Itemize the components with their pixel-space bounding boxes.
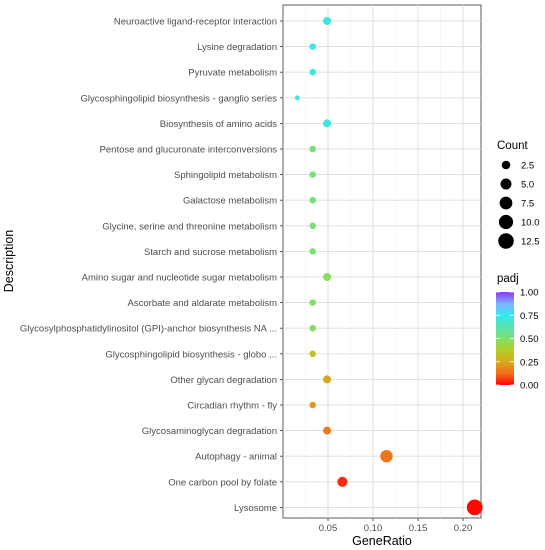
data-point (323, 426, 332, 435)
data-point (309, 43, 316, 50)
y-tick-label: One carbon pool by folate (168, 477, 277, 488)
size-legend-label: 2.5 (521, 161, 534, 172)
grid (283, 5, 481, 518)
colorbar-label: 0.00 (520, 381, 539, 392)
x-tick-label: 0.05 (319, 523, 338, 534)
y-tick-label: Lysosome (234, 503, 277, 514)
x-tick-label: 0.20 (454, 523, 473, 534)
data-point (309, 196, 316, 204)
colorbar-label: 0.25 (520, 357, 539, 368)
data-point (323, 272, 332, 282)
size-legend-key (500, 178, 512, 190)
y-tick-label: Glycine, serine and threonine metabolism (102, 221, 277, 232)
data-point (294, 95, 300, 101)
data-point (323, 375, 332, 384)
color-legend-title: padj (497, 273, 519, 285)
data-point (309, 222, 316, 230)
panel-background (282, 4, 482, 519)
size-legend-key (498, 214, 514, 230)
colorbar-label: 0.50 (520, 334, 539, 345)
x-tick-label: 0.10 (364, 523, 383, 534)
axis-ticks: 0.05 0.10 0.15 0.20 Neuroactive ligand-recep… (20, 17, 472, 535)
data-point (309, 68, 316, 76)
y-tick-label: Starch and sucrose metabolism (144, 247, 277, 258)
data-point (337, 476, 348, 487)
y-tick-label: Circadian rhythm - fly (187, 401, 277, 412)
size-legend-key (501, 160, 511, 170)
points (294, 16, 483, 516)
data-point (309, 171, 316, 178)
size-legend-label: 10.0 (521, 218, 540, 229)
y-tick-label: Neuroactive ligand-receptor interaction (114, 17, 277, 28)
y-axis-title: Description (2, 230, 16, 293)
data-point (309, 299, 316, 306)
y-tick-label: Glycosylphosphatidylinositol (GPI)-ancho… (20, 324, 277, 335)
y-tick-label: Autophagy - animal (195, 452, 277, 463)
colorbar-label: 0.75 (520, 311, 539, 322)
y-tick-label: Biosynthesis of amino acids (160, 119, 277, 130)
y-tick-label: Sphingolipid metabolism (174, 170, 277, 181)
data-point (309, 145, 316, 153)
data-point (323, 16, 332, 26)
y-tick-label: Lysine degradation (197, 42, 277, 53)
y-tick-label: Pentose and glucuronate interconversions (100, 145, 278, 156)
y-tick-label: Glycosphingolipid biosynthesis - globo .… (105, 349, 277, 360)
size-legend-title: Count (497, 140, 528, 152)
y-tick-label: Other glycan degradation (170, 375, 277, 386)
y-tick-label: Amino sugar and nucleotide sugar metabol… (82, 273, 277, 284)
y-tick-label: Pyruvate metabolism (188, 68, 277, 79)
y-tick-label: Glycosaminoglycan degradation (142, 426, 277, 437)
data-point (309, 350, 316, 358)
size-legend-label: 7.5 (521, 199, 534, 210)
size-legend-key (499, 196, 513, 210)
data-point (466, 499, 483, 516)
data-point (309, 248, 316, 255)
colorbar-label: 1.00 (520, 288, 539, 299)
size-legend-label: 5.0 (521, 180, 534, 191)
data-point (380, 450, 393, 463)
data-point (309, 401, 316, 409)
data-point (309, 324, 316, 332)
x-tick-label: 0.15 (409, 523, 428, 534)
colorbar (496, 292, 514, 385)
y-tick-label: Glycosphingolipid biosynthesis - ganglio… (81, 93, 278, 104)
y-tick-label: Galactose metabolism (183, 196, 277, 207)
size-legend-key (498, 233, 514, 249)
data-point (323, 119, 332, 128)
x-axis-title: GeneRatio (352, 534, 412, 548)
legend: Count padj 2.5 5.0 7.5 10.0 12.5 1.00 0.75 0.50… (496, 140, 540, 392)
size-legend-label: 12.5 (521, 237, 540, 248)
y-tick-label: Ascorbate and aldarate metabolism (128, 298, 278, 309)
